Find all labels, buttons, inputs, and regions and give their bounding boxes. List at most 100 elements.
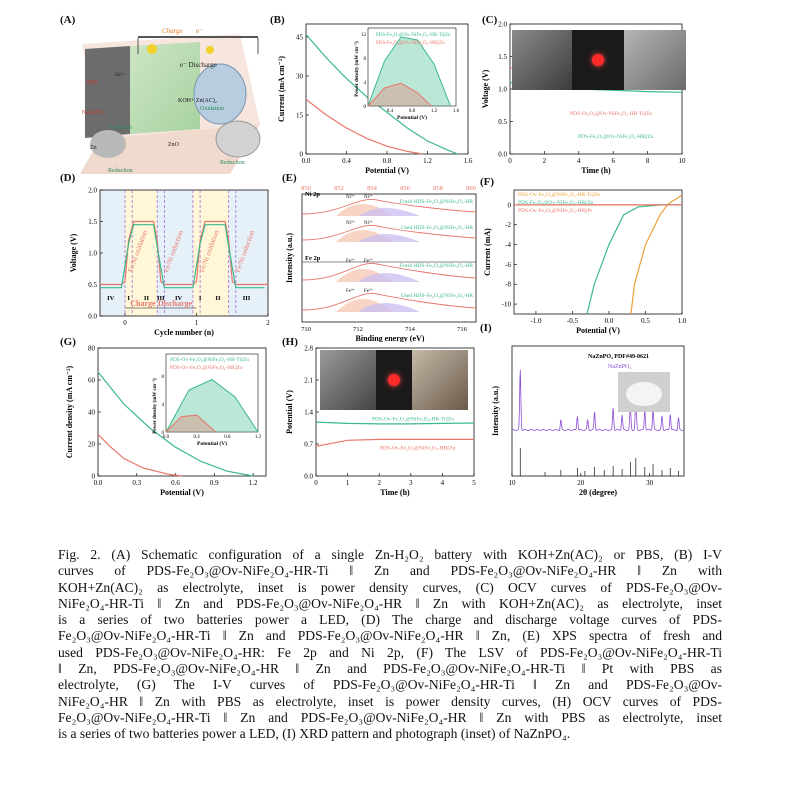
G-series-line-1 <box>97 433 183 477</box>
C-xtick-label: 2 <box>543 157 547 165</box>
reduction-label-1: Reduction <box>108 168 133 174</box>
b-inset-xtick: 1.2 <box>431 109 438 114</box>
B-xtick-label: 0.0 <box>302 157 311 165</box>
C-xtick-label: 8 <box>646 157 650 165</box>
G-xtick-label: 0.9 <box>210 479 219 487</box>
led-glow-c <box>592 54 604 66</box>
i-ylabel: Intensity (a.u.) <box>491 386 500 436</box>
G-xtick-label: 1.2 <box>249 479 258 487</box>
B-inset-series-line-1 <box>367 82 432 107</box>
f-legend-entry: PDS-Fe₂O₃@Ov-NiFe₂O₄-HR||Zn <box>518 200 594 206</box>
d-stage-label: I <box>199 295 202 302</box>
B-ytick-label: 15 <box>296 112 304 120</box>
photo-h-center <box>376 350 412 410</box>
e-row-label: Fresh HDS-Fe₂O₃@NiFe₂O₄-HR <box>400 263 473 269</box>
caption-line: KOH+Zn(AC)₂ as electrolyte, inset is pow… <box>58 579 722 595</box>
e-xlabel: Binding energy (eV) <box>356 334 425 342</box>
C-ytick-label: 1.5 <box>498 53 507 61</box>
e-peak-fill-b <box>358 208 420 216</box>
d-stage-label: III <box>243 295 251 302</box>
chart-h: 0 1 2 3 4 5 0.0 0.7 1.4 2.1 2.8 Time (h) Potential (… <box>285 345 476 498</box>
e-top-tick: 852 <box>334 185 344 192</box>
G-ytick-label: 0 <box>92 473 96 481</box>
led-glow-h <box>388 374 400 386</box>
e-row-label: Used HDS-Fe₂O₃@NiFe₂O₄-HR <box>401 225 473 231</box>
G-inset-series-fill-0 <box>166 379 258 432</box>
c-curve-label-1: PDS-Fe₂O₃@Ov-NiFe₂O₄-HR-Ti||Zn <box>570 111 652 117</box>
b-inset-xtick: 1.6 <box>453 109 460 114</box>
B-inset-series-fill-0 <box>368 37 451 106</box>
b-legend-entry: PDS-Fe₂O₃@Ov-NiFe₂O₄-HR-Ti||Zn <box>376 33 451 38</box>
panel-e: (E) 850 852 854 856 858 860 710 712 714 716 Bindin… <box>280 172 480 343</box>
C-xtick-label: 0 <box>508 157 512 165</box>
panel-b: (B) 0.0 0.4 0.8 1.2 1.6 0 15 30 45 Potential (V) C… <box>268 14 478 184</box>
b-inset-ytick: 0 <box>364 105 367 110</box>
G-ytick-label: 60 <box>88 377 96 385</box>
e-region-tag: Ni 2p <box>305 191 320 198</box>
d-stage-label: II <box>144 295 150 302</box>
F-xtick-label: 1.0 <box>678 317 687 325</box>
panel-c: (C) 0 2 4 6 8 10 0.0 0.5 1.0 1.5 2.0 Time (h) Voltag… <box>478 14 690 184</box>
e-frame <box>301 193 477 323</box>
e-peak-label-2: Fe²⁺ <box>364 288 373 294</box>
H-xtick-label: 4 <box>441 479 445 487</box>
charge-label: Charge <box>162 27 183 35</box>
panel-i-label: (I) <box>480 322 492 334</box>
C-xtick-label: 10 <box>679 157 687 165</box>
e-peak-label-1: Ni³⁺ <box>346 194 355 200</box>
oxidation-label-1: Oxidation <box>108 125 132 131</box>
d-band <box>228 190 268 316</box>
d-band <box>196 190 229 316</box>
g-inset-xtick: 0.0 <box>163 435 170 440</box>
B-inset-series-line-0 <box>367 36 451 107</box>
g-legend-entry: PDS-Ov-Fe₂O₃@NiFe₂O₄-HR-Ti||Zn <box>170 357 249 363</box>
C-xlabel: Time (h) <box>581 166 611 175</box>
chart-f: -1.0 -0.5 0.0 0.5 1.0 -10 -8 -6 -4 -2 0 Potential (… <box>483 189 687 335</box>
e-top-tick: 850 <box>301 185 311 192</box>
caption-line: Fig. 2. (A) Schematic configuration of a… <box>58 547 722 562</box>
panel-g-label: (G) <box>60 336 76 348</box>
photo-h-right <box>412 350 468 410</box>
c-curve-label-2: PDS-Fe₂O₃@Ov-NiFe₂O₄-HR||Zn <box>578 134 654 140</box>
caption-line: Fe₂O₃@Ov-NiFe₂O₄-HR-Ti ‖ Zn and PDS-Fe₂O… <box>58 628 722 644</box>
e-envelope <box>301 293 477 311</box>
F-xtick-label: 0.0 <box>605 317 614 325</box>
i-xtick-label: 30 <box>646 479 654 487</box>
caption-line: NiFe₂O₄-HR-Ti ‖ Zn and PDS-Fe₂O₃@Ov-NiFe… <box>58 595 722 611</box>
e-ylabel: Intensity (a.u.) <box>285 233 294 283</box>
chart-b: 0.0 0.4 0.8 1.2 1.6 0 15 30 45 Potential (V) Curre… <box>277 23 473 175</box>
charge-e-label: e⁻ <box>196 27 203 35</box>
discharge-label: e⁻ Discharge <box>180 61 217 69</box>
photo-h-left <box>320 350 376 410</box>
nazn-label: NaZnPO₄ <box>82 110 105 116</box>
D-xlabel: Cycle number (n) <box>154 328 214 337</box>
C-ytick-label: 1.0 <box>498 86 507 94</box>
d-band <box>125 190 158 316</box>
C-xtick-label: 4 <box>577 157 581 165</box>
B-xtick-label: 1.6 <box>464 157 473 165</box>
b-inset-ylabel: Power density (mW cm⁻²) <box>354 41 360 97</box>
C-ytick-label: 0.0 <box>498 151 507 159</box>
C-ylabel: Voltage (V) <box>481 69 490 108</box>
H-series-line-1 <box>315 438 474 447</box>
caption-line: NiFe₂O₄-HR ‖ Zn with PBS as electrolyte,… <box>58 693 722 709</box>
H-xtick-label: 1 <box>346 479 350 487</box>
F-ylabel: Current (mA) <box>483 228 492 276</box>
D-series-line-1 <box>100 224 265 289</box>
led-photo-c <box>512 30 686 90</box>
e-peak-label-1: Fe³⁺ <box>346 288 355 294</box>
H-xtick-label: 0 <box>314 479 318 487</box>
electrolyte-label: KOH+ Zn(AC)₂ <box>178 97 217 104</box>
chart-d: 0 1 2 0.0 0.5 1.0 1.5 2.0 Cycle number (n) Voltag… <box>69 187 270 338</box>
g-inset-xtick: 0.8 <box>224 435 231 440</box>
D-xtick-label: 1 <box>195 319 199 327</box>
b-inset-ytick: 12 <box>361 33 367 38</box>
d-stage-label: III <box>157 295 165 302</box>
D-ytick-label: 2.0 <box>88 187 97 195</box>
b-inset-xlabel: Potential (V) <box>397 114 427 121</box>
e-region-tag: Fe 2p <box>305 255 321 262</box>
H-xlabel: Time (h) <box>380 488 410 497</box>
g-inset-xtick: 1.2 <box>255 435 262 440</box>
g-inset-ylabel: Power density (mW cm⁻²) <box>152 378 158 434</box>
led-photo-h <box>320 350 468 410</box>
